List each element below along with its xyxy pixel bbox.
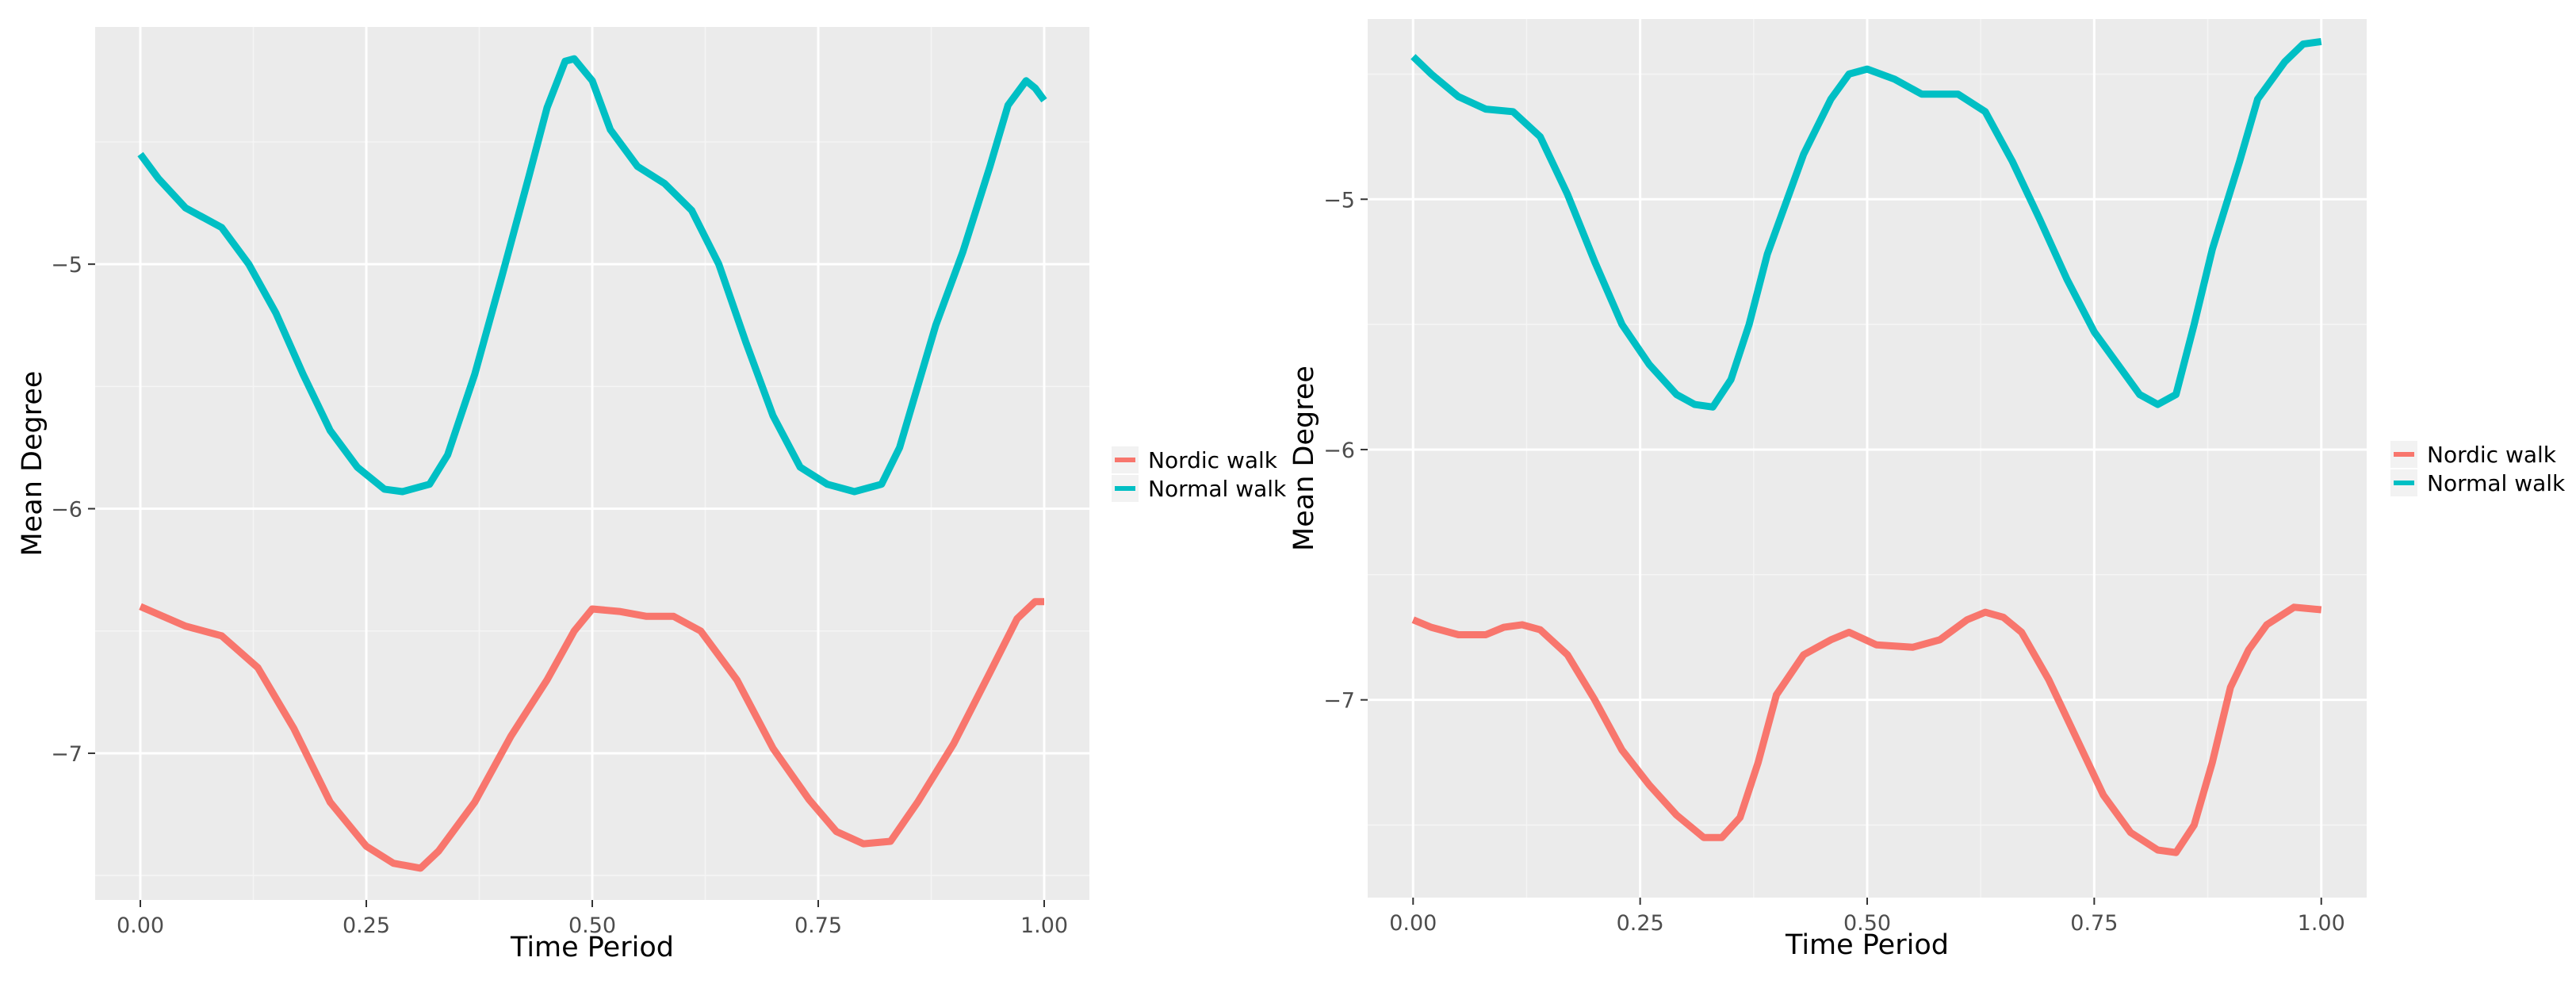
x-tick-label: 0.75	[2070, 911, 2118, 936]
y-tick-label: −5	[51, 253, 82, 278]
series-line-normal-walk	[1410, 37, 2322, 411]
series-line-nordic-walk	[139, 598, 1044, 872]
x-tick-label: 0.75	[794, 913, 842, 938]
legend: Nordic walk Normal walk	[1112, 446, 1287, 502]
legend-label: Normal walk	[1148, 476, 1287, 502]
y-tick-label: −7	[1323, 689, 1355, 714]
x-tick-label: 1.00	[2298, 911, 2345, 936]
legend-label: Nordic walk	[1148, 447, 1278, 473]
y-tick-label: −7	[51, 742, 82, 767]
x-tick-label: 0.00	[117, 913, 164, 938]
chart-panel-1: 0.00 0.25 0.50 0.75 1.00 −5 −6 −7 Time Period Mea…	[17, 27, 1287, 963]
y-axis-title: Mean Degree	[1288, 366, 1320, 551]
x-tick-label: 1.00	[1020, 913, 1068, 938]
y-tick-label: −5	[1323, 188, 1355, 213]
legend-label: Normal walk	[2427, 470, 2566, 496]
x-tick-label: 0.25	[343, 913, 390, 938]
x-tick-label: 0.25	[1617, 911, 1664, 936]
y-axis-title: Mean Degree	[17, 371, 48, 557]
x-axis-title: Time Period	[1785, 929, 1949, 961]
x-axis-title: Time Period	[510, 932, 674, 963]
x-tick-label: 0.50	[1843, 911, 1891, 936]
x-tick-label: 0.50	[568, 913, 616, 938]
series-line-normal-walk	[137, 55, 1047, 496]
y-tick-label: −6	[51, 498, 82, 523]
series-line-nordic-walk	[1411, 603, 2322, 856]
chart-panel-2: 0.00 0.25 0.50 0.75 1.00 −5 −6 −7 Time Period Mea…	[1288, 19, 2566, 961]
x-tick-label: 0.00	[1389, 911, 1437, 936]
legend-label: Nordic walk	[2427, 442, 2557, 468]
y-tick-label: −6	[1323, 438, 1355, 463]
